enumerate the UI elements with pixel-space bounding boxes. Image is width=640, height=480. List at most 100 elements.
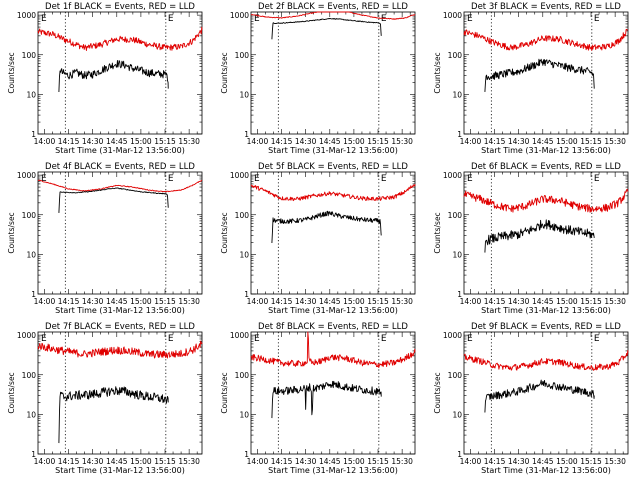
chart-title: Det 9f BLACK = Events, RED = LLD — [471, 322, 621, 332]
y-tick-label: 1 — [457, 130, 462, 139]
x-tick-label: 14:00 — [247, 457, 269, 466]
x-tick-label: 15:15 — [154, 457, 176, 466]
y-axis-label: Counts/sec — [220, 372, 229, 413]
x-tick-label: 14:30 — [295, 297, 317, 306]
x-tick-label: 15:00 — [556, 137, 578, 146]
axes-frame — [463, 171, 629, 295]
y-axis: 1 10 100 1000 — [17, 11, 202, 139]
x-tick-label: 14:00 — [34, 297, 56, 306]
chart-title: Det 4f BLACK = Events, RED = LLD — [45, 162, 195, 172]
x-tick-label: 14:00 — [247, 137, 269, 146]
y-tick-label: 10 — [26, 250, 36, 259]
x-tick-label: 15:00 — [343, 457, 365, 466]
x-tick-label: 14:30 — [295, 137, 317, 146]
y-tick-label: 100 — [22, 211, 37, 220]
axes-frame — [463, 331, 629, 455]
y-axis: 1 10 100 1000 — [230, 11, 415, 139]
x-tick-label: 15:30 — [604, 297, 626, 306]
x-tick-label: 14:00 — [34, 137, 56, 146]
x-axis: 14:00 14:15 14:30 14:45 15:00 15:15 15:30 — [34, 12, 200, 146]
events-series-line — [271, 380, 382, 419]
x-tick-label: 14:00 — [460, 137, 482, 146]
axes-frame — [37, 171, 203, 295]
chart-panel-3: Det 3f BLACK = Events, RED = LLD 1 10 100 10… — [433, 2, 629, 155]
x-axis-label: Start Time (31-Mar-12 13:56:00) — [268, 466, 398, 475]
x-tick-label: 14:00 — [247, 297, 269, 306]
y-axis-label: Counts/sec — [220, 212, 229, 253]
x-axis: 14:00 14:15 14:30 14:45 15:00 15:15 15:30 — [460, 172, 626, 306]
lld-series-line — [463, 350, 629, 371]
y-tick-label: 10 — [26, 410, 36, 419]
x-axis-label: Start Time (31-Mar-12 13:56:00) — [481, 306, 611, 315]
corner-marker-label: E — [381, 334, 387, 344]
x-tick-label: 14:15 — [484, 137, 506, 146]
x-tick-label: 15:30 — [178, 297, 200, 306]
chart-panel-7: Det 7f BLACK = Events, RED = LLD 1 10 100 10… — [7, 322, 203, 475]
chart-title: Det 3f BLACK = Events, RED = LLD — [471, 2, 621, 12]
x-tick-label: 14:30 — [295, 457, 317, 466]
x-tick-label: 15:15 — [154, 297, 176, 306]
axes-frame — [250, 171, 416, 295]
x-axis: 14:00 14:15 14:30 14:45 15:00 15:15 15:30 — [460, 332, 626, 466]
x-tick-label: 14:00 — [34, 457, 56, 466]
y-tick-label: 10 — [26, 90, 36, 99]
x-axis: 14:00 14:15 14:30 14:45 15:00 15:15 15:30 — [34, 172, 200, 306]
x-tick-label: 15:00 — [556, 297, 578, 306]
x-tick-label: 15:30 — [604, 457, 626, 466]
y-tick-label: 100 — [448, 371, 463, 380]
x-tick-label: 14:45 — [319, 457, 341, 466]
axes-frame — [463, 11, 629, 135]
x-tick-label: 15:15 — [580, 137, 602, 146]
x-tick-label: 14:15 — [271, 137, 293, 146]
x-axis-label: Start Time (31-Mar-12 13:56:00) — [481, 146, 611, 155]
axes-frame — [250, 331, 416, 455]
events-series-line — [271, 210, 382, 244]
corner-marker-label: E — [594, 14, 600, 24]
x-tick-label: 15:00 — [343, 297, 365, 306]
chart-panel-8: Det 8f BLACK = Events, RED = LLD 1 10 100 10… — [220, 322, 416, 475]
events-series-line — [484, 379, 595, 413]
axes-frame — [37, 11, 203, 135]
y-tick-label: 10 — [239, 250, 249, 259]
chart-title: Det 5f BLACK = Events, RED = LLD — [258, 162, 408, 172]
y-axis-label: Counts/sec — [7, 52, 16, 93]
y-tick-label: 1000 — [17, 171, 36, 180]
y-axis: 1 10 100 1000 — [443, 171, 628, 299]
y-tick-label: 100 — [22, 51, 37, 60]
x-tick-label: 15:15 — [580, 457, 602, 466]
x-tick-label: 15:00 — [130, 137, 152, 146]
y-tick-label: 1000 — [230, 331, 249, 340]
events-series-line — [58, 386, 169, 444]
x-tick-label: 14:15 — [484, 297, 506, 306]
chart-title: Det 7f BLACK = Events, RED = LLD — [45, 322, 195, 332]
y-tick-label: 100 — [22, 371, 37, 380]
y-axis-label: Counts/sec — [220, 52, 229, 93]
x-tick-label: 15:30 — [178, 457, 200, 466]
x-axis: 14:00 14:15 14:30 14:45 15:00 15:15 15:30 — [247, 332, 413, 466]
y-tick-label: 100 — [448, 51, 463, 60]
y-tick-label: 1 — [31, 450, 36, 459]
x-axis: 14:00 14:15 14:30 14:45 15:00 15:15 15:30 — [460, 12, 626, 146]
lld-series-line — [463, 188, 629, 213]
x-axis-label: Start Time (31-Mar-12 13:56:00) — [55, 306, 185, 315]
y-axis: 1 10 100 1000 — [230, 331, 415, 459]
lld-series-line — [37, 340, 203, 359]
x-tick-label: 14:30 — [508, 457, 530, 466]
chart-title: Det 8f BLACK = Events, RED = LLD — [258, 322, 408, 332]
y-tick-label: 1 — [244, 130, 249, 139]
chart-panel-4: Det 4f BLACK = Events, RED = LLD 1 10 100 10… — [7, 162, 203, 315]
x-tick-label: 14:45 — [106, 457, 128, 466]
chart-panel-2: Det 2f BLACK = Events, RED = LLD 1 10 100 10… — [220, 2, 416, 155]
lld-series-line — [250, 183, 416, 202]
y-tick-label: 1000 — [443, 171, 462, 180]
lld-series-line — [37, 26, 203, 51]
x-tick-label: 14:45 — [532, 457, 554, 466]
y-tick-label: 1000 — [230, 171, 249, 180]
x-tick-label: 14:30 — [508, 137, 530, 146]
chart-panel-9: Det 9f BLACK = Events, RED = LLD 1 10 100 10… — [433, 322, 629, 475]
chart-title: Det 2f BLACK = Events, RED = LLD — [258, 2, 408, 12]
x-tick-label: 14:00 — [460, 457, 482, 466]
x-tick-label: 15:00 — [130, 297, 152, 306]
events-series-line — [484, 219, 595, 253]
